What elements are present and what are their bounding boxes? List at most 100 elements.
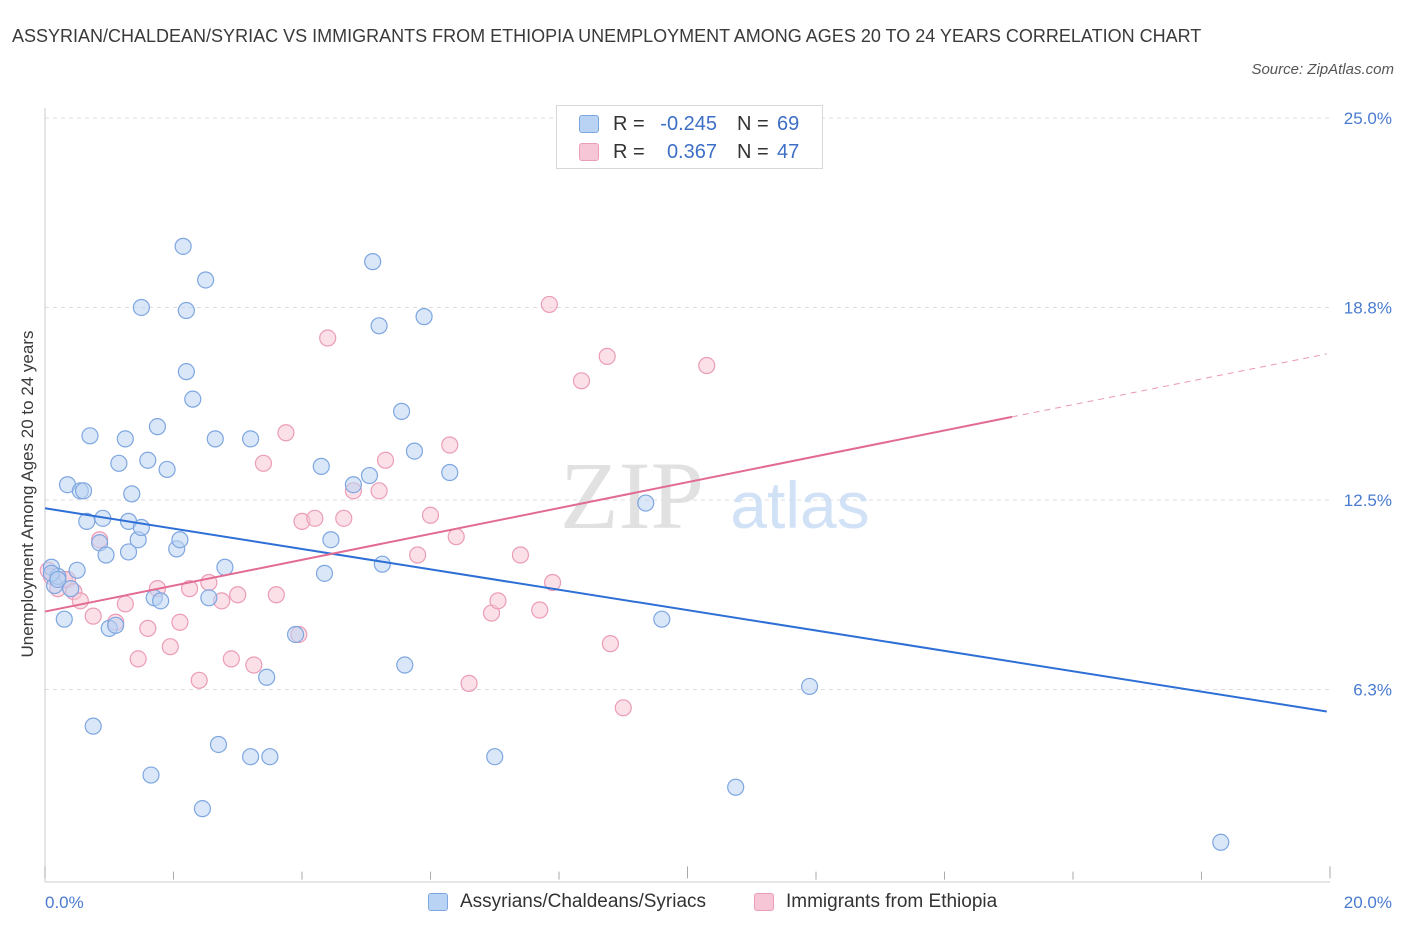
assyrian-point [107, 616, 125, 634]
assyrian-point [152, 592, 170, 610]
correlation-legend: R = -0.245 N = 69 R = 0.367 N = 47 [556, 105, 823, 169]
assyrian-point [415, 308, 433, 326]
bottom-legend-swatch-blue [428, 893, 448, 911]
assyrian-point [55, 610, 73, 628]
assyrian-point [177, 363, 195, 381]
bottom-legend-ethiopia: Immigrants from Ethiopia [754, 890, 997, 914]
ethiopia-point [267, 586, 285, 604]
assyrian-point [177, 301, 195, 320]
assyrian-point [84, 717, 102, 735]
assyrian-point [197, 271, 215, 289]
legend-n-value: 69 [777, 112, 800, 135]
assyrian-point [261, 748, 279, 766]
ethiopia-point [698, 356, 716, 375]
tick-labels: 6.3% 12.5% 18.8% 25.0% 0.0% 20.0% [45, 109, 1392, 912]
ethiopia-point [601, 635, 620, 653]
ethiopia-point [543, 573, 562, 592]
assyrian-point [373, 555, 391, 573]
assyrian-point [209, 735, 228, 754]
ethiopia-point [489, 592, 507, 610]
ethiopia-point [222, 650, 240, 668]
legend-r-label: R = [613, 112, 645, 135]
assyrian-point [637, 494, 655, 512]
trend-lines [44, 353, 1327, 713]
ethiopia-point [572, 372, 591, 390]
legend-r-value: 0.367 [666, 140, 717, 163]
bottom-legend-label-ethiopia: Immigrants from Ethiopia [786, 891, 998, 912]
assyrian-point [486, 748, 504, 766]
assyrian-point [216, 558, 234, 576]
assyrian-point [392, 402, 411, 420]
legend-n-label: N = [737, 140, 769, 163]
ethiopia-point [335, 509, 353, 527]
x-tick-label: 20.0% [1344, 893, 1392, 912]
ethiopia-point [421, 506, 440, 524]
assyrian-point [727, 778, 745, 796]
bottom-legend-label-assyrian: Assyrians/Chaldeans/Syriacs [460, 891, 707, 912]
legend-n-value: 47 [777, 140, 800, 163]
ethiopia-point [460, 674, 478, 692]
assyrian-point [360, 466, 379, 485]
ethiopia-point [245, 656, 263, 674]
assyrian-point [405, 442, 424, 460]
assyrian-point [653, 610, 671, 628]
axes [44, 108, 1331, 883]
assyrian-point [344, 476, 362, 494]
source-credit: Source: ZipAtlas.com [1251, 61, 1394, 78]
legend-swatch-blue [579, 115, 599, 133]
watermark: ZIP atlas [560, 442, 870, 549]
assyrian-point [315, 564, 334, 582]
bottom-legend-swatch-pink [754, 893, 774, 911]
ethiopia-point [306, 509, 324, 527]
assyrian-point [286, 625, 305, 644]
y-tick-label: 25.0% [1344, 109, 1392, 128]
ethiopia-point [229, 586, 247, 604]
assyrian-point [396, 656, 414, 674]
assyrian-point [139, 451, 157, 469]
grid-lines [45, 117, 1330, 690]
ethiopia-point [139, 619, 157, 637]
ethiopia-point [161, 638, 179, 656]
assyrian-point [116, 430, 134, 448]
assyrian-point [97, 546, 115, 564]
assyrian-point [68, 561, 86, 579]
assyrian-point [184, 390, 202, 408]
assyrian-point [119, 543, 138, 561]
assyrian-point [49, 570, 67, 589]
ethiopia-point [277, 424, 295, 442]
assyrian-point [200, 589, 218, 607]
assyrian-point [242, 430, 260, 448]
legend-n-label: N = [737, 112, 769, 135]
ethiopia-point [116, 595, 134, 613]
ethiopia-point [409, 546, 427, 564]
assyrian-point [1212, 833, 1230, 851]
watermark-zip: ZIP [560, 442, 704, 549]
ethiopia-point [511, 546, 530, 564]
x-tick-label: 0.0% [45, 893, 84, 912]
ethiopia-point [180, 580, 199, 598]
assyrian-point [171, 531, 189, 549]
assyrian-point [81, 427, 99, 445]
ethiopia-point [531, 601, 549, 619]
ethiopia-point [598, 347, 616, 365]
ethiopia-point [370, 482, 388, 500]
assyrian-point [78, 512, 96, 530]
ethiopia-point [614, 699, 632, 717]
assyrian-point [74, 482, 93, 500]
ethiopia-point [84, 607, 102, 625]
y-tick-label: 18.8% [1344, 298, 1392, 317]
ethiopia-point [447, 528, 465, 546]
assyrian-point [312, 457, 330, 475]
assyrian-point [242, 748, 260, 766]
assyrian-point [370, 317, 388, 335]
assyrian-point [110, 454, 128, 472]
ethiopia-point [540, 295, 558, 314]
legend-r-label: R = [613, 140, 645, 163]
y-axis-label: Unemployment Among Ages 20 to 24 years [18, 331, 37, 658]
assyrian-point [206, 430, 224, 448]
assyrian-point [800, 677, 819, 696]
assyrian-point [322, 531, 340, 549]
ethiopia-point [319, 329, 337, 347]
assyrian-point [174, 237, 192, 255]
